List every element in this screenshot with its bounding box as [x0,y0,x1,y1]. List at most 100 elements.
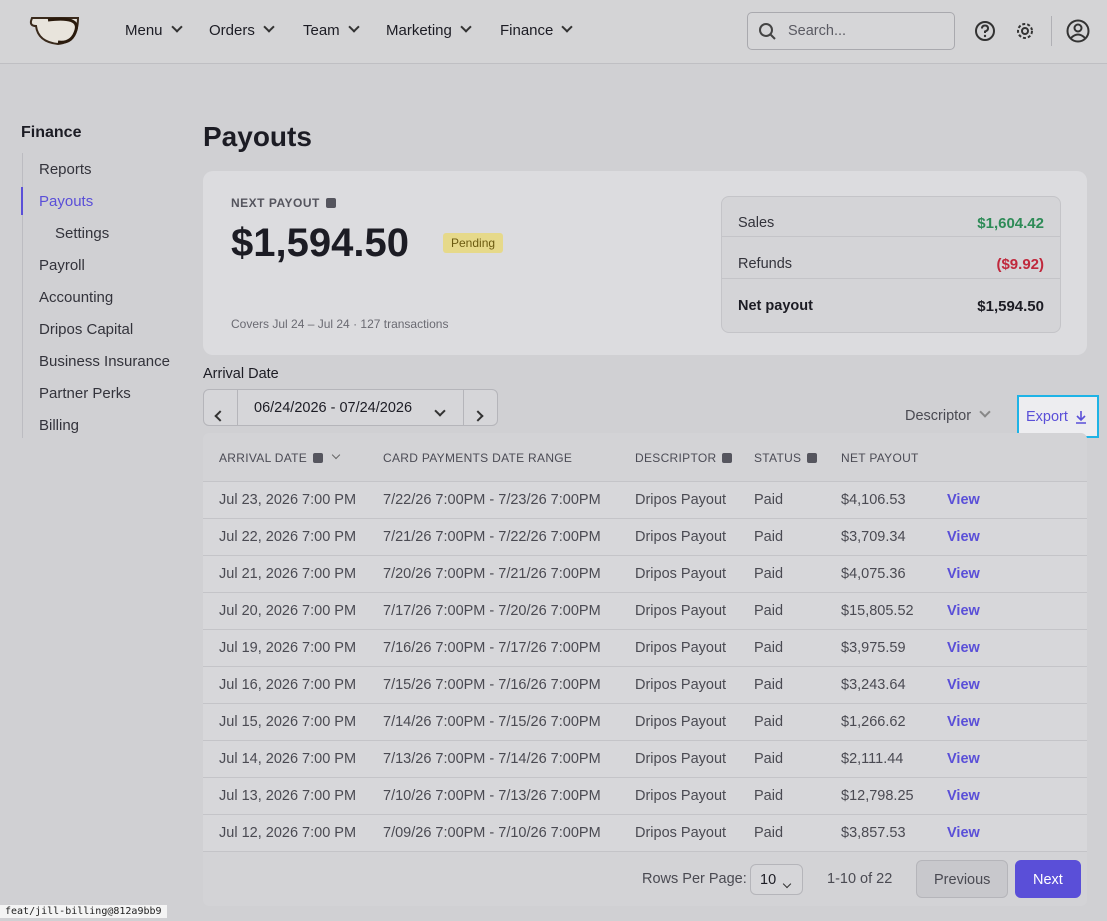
view-link[interactable]: View [947,529,980,545]
table-row: Jul 16, 2026 7:00 PM 7/15/26 7:00PM - 7/1… [203,666,1087,704]
sidebar-item[interactable]: Partner Perks [39,385,131,402]
table-cell: Jul 15, 2026 7:00 PM [219,714,357,730]
table-cell: Paid [754,529,784,545]
table-cell: Dripos Payout [635,566,727,582]
column-header-text: STATUS [754,451,802,465]
sidebar-item[interactable]: Billing [39,417,80,434]
nav-item-text: Orders [209,22,255,39]
breakdown-label: Refunds [738,256,793,272]
search-box[interactable]: Search... [747,12,955,50]
next-range-button[interactable] [463,389,498,426]
nav-item[interactable]: Team [303,21,360,39]
column-header: CARD PAYMENTS DATE RANGE [383,451,572,465]
table-cell: 7/16/26 7:00PM - 7/17/26 7:00PM [383,640,601,656]
divider [1051,16,1052,46]
nav-item[interactable]: Marketing [386,21,472,39]
view-link[interactable]: View [947,788,980,804]
sidebar-item[interactable]: Payroll [39,257,85,274]
sidebar-title: Finance [21,124,82,141]
nav-item[interactable]: Finance [500,21,574,39]
table-cell: $3,857.53 [841,825,906,841]
next-button[interactable]: Next [1015,860,1081,898]
download-icon [1076,411,1086,424]
breakdown-box: Sales $1,604.42 Refunds ($9.92) Net payout $1… [721,196,1061,333]
page-range: 1-10 of 22 [827,871,893,887]
previous-button[interactable]: Previous [916,860,1008,898]
nav-item[interactable]: Orders [209,21,275,39]
export-text: Export [1026,409,1068,425]
sidebar-item[interactable]: Business Insurance [39,353,170,370]
table-cell: Paid [754,603,784,619]
table-cell: Dripos Payout [635,603,727,619]
rows-per-page-select[interactable]: 10 [750,864,803,895]
summary-label-text: NEXT PAYOUT [231,196,320,210]
nav-item[interactable]: Menu [125,21,183,39]
table-cell: Paid [754,677,784,693]
info-icon[interactable] [313,453,324,463]
rows-per-page: 10 [760,872,777,888]
table-cell: Dripos Payout [635,529,727,545]
settings-icon[interactable] [1014,20,1036,42]
nav-item-text: Team [303,22,340,39]
view-link[interactable]: View [947,492,980,508]
next-text: Next [1033,872,1063,888]
table-cell: Paid [754,751,784,767]
sidebar-item[interactable]: Settings [55,225,110,242]
breakdown-value: ($9.92) [996,256,1044,273]
table-cell: 7/10/26 7:00PM - 7/13/26 7:00PM [383,788,601,804]
table-cell: Paid [754,714,784,730]
sidebar-item[interactable]: Accounting [39,289,114,306]
table-cell: $12,798.25 [841,788,914,804]
table-cell: 7/13/26 7:00PM - 7/14/26 7:00PM [383,751,601,767]
view-link[interactable]: View [947,714,980,730]
view-link[interactable]: View [947,603,980,619]
table-cell: Dripos Payout [635,825,727,841]
info-icon[interactable] [722,453,733,463]
table-cell: Dripos Payout [635,677,727,693]
table-cell: Paid [754,640,784,656]
column-header[interactable]: ARRIVAL DATE [219,450,341,465]
date-range-picker[interactable]: 06/24/2026 - 07/24/2026 [237,389,464,426]
sidebar-item-active[interactable]: Payouts [39,193,94,210]
table-cell: Dripos Payout [635,788,727,804]
table-cell: Dripos Payout [635,492,727,508]
view-link[interactable]: View [947,677,980,693]
account-icon[interactable] [1066,19,1090,43]
descriptor-filter[interactable]: Descriptor [905,406,991,424]
view-link[interactable]: View [947,825,980,841]
view-link[interactable]: View [947,751,980,767]
column-header-text: DESCRIPTOR [635,451,717,465]
table-cell: 7/15/26 7:00PM - 7/16/26 7:00PM [383,677,601,693]
table-row: Jul 22, 2026 7:00 PM 7/21/26 7:00PM - 7/2… [203,518,1087,556]
table-cell: Jul 16, 2026 7:00 PM [219,677,357,693]
view-link[interactable]: View [947,640,980,656]
breakdown-value: $1,604.42 [977,215,1044,232]
view-link[interactable]: View [947,566,980,582]
previous-text: Previous [934,872,991,888]
nav-item-text: Finance [500,22,554,39]
column-header-text: ARRIVAL DATE [219,451,308,465]
date-range: 06/24/2026 - 07/24/2026 [254,400,413,416]
info-icon[interactable] [325,198,336,208]
table-cell: Jul 14, 2026 7:00 PM [219,751,357,767]
export-button[interactable]: Export [1017,395,1099,438]
active-indicator [21,187,23,215]
sidebar-item[interactable]: Reports [39,161,92,178]
search-placeholder: Search... [788,23,847,39]
table-row: Jul 19, 2026 7:00 PM 7/16/26 7:00PM - 7/1… [203,629,1087,667]
sidebar-item[interactable]: Dripos Capital [39,321,134,338]
nav-item-text: Menu [125,22,163,39]
table-cell: Paid [754,788,784,804]
table-cell: $4,075.36 [841,566,906,582]
prev-range-button[interactable] [203,389,238,426]
table-row: Jul 14, 2026 7:00 PM 7/13/26 7:00PM - 7/1… [203,740,1087,778]
table-cell: $4,106.53 [841,492,906,508]
logo[interactable] [28,14,84,46]
breakdown-divider [722,278,1060,279]
table-cell: 7/21/26 7:00PM - 7/22/26 7:00PM [383,529,601,545]
help-icon[interactable] [974,20,996,42]
table-cell: 7/17/26 7:00PM - 7/20/26 7:00PM [383,603,601,619]
page-title: Payouts [203,121,312,152]
info-icon[interactable] [807,453,818,463]
